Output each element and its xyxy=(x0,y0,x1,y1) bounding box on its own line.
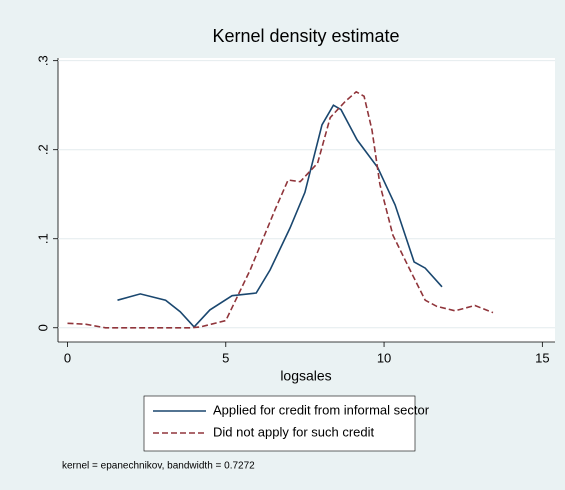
density-line xyxy=(67,90,494,329)
legend-label: Applied for credit from informal sector xyxy=(213,402,430,417)
legend-label: Did not apply for such credit xyxy=(213,424,375,439)
x-axis-label: logsales xyxy=(280,368,331,384)
y-tick-label: .3 xyxy=(35,55,50,66)
x-tick-label: 15 xyxy=(535,350,549,365)
legend-box xyxy=(143,395,416,452)
x-tick-label: 0 xyxy=(64,350,71,365)
x-tick-label: 10 xyxy=(377,350,391,365)
y-tick-label: .2 xyxy=(35,144,50,155)
note: kernel = epanechnikov, bandwidth = 0.727… xyxy=(62,461,255,472)
density-line xyxy=(117,104,443,329)
plot-area xyxy=(58,58,555,342)
y-tick-label: 0 xyxy=(35,324,50,331)
chart-title: Kernel density estimate xyxy=(212,26,399,46)
x-tick-label: 5 xyxy=(222,350,229,365)
y-tick-label: .1 xyxy=(35,233,50,244)
